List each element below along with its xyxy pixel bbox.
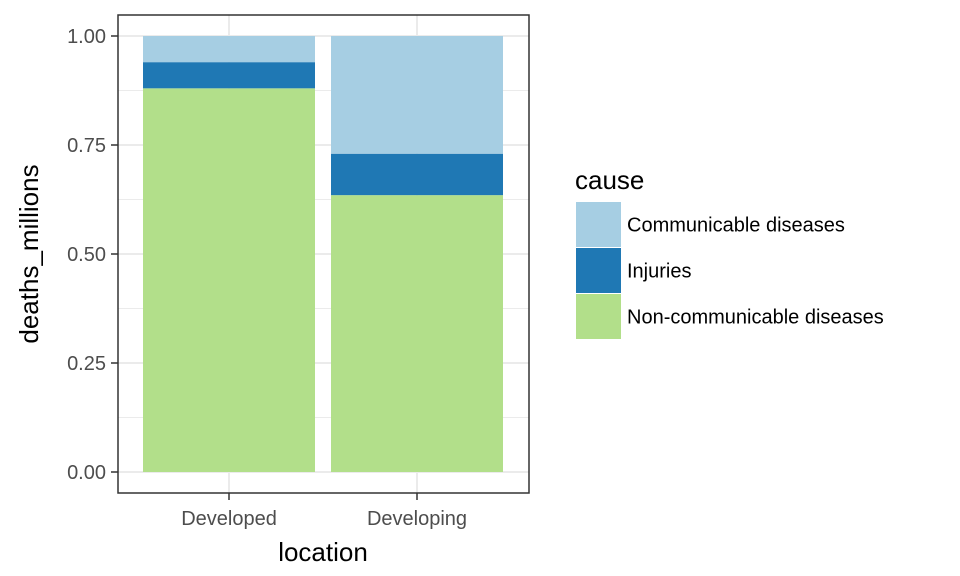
y-tick-label: 1.00 [67, 26, 106, 48]
legend-title: cause [575, 165, 644, 195]
x-tick-label: Developing [367, 508, 467, 530]
legend-label: Injuries [627, 261, 691, 283]
legend-key [576, 202, 621, 247]
y-tick-label: 0.25 [67, 353, 106, 375]
x-axis: Developed Developing [181, 493, 467, 530]
y-tick-label: 0.50 [67, 244, 106, 266]
x-axis-title: location [278, 537, 368, 567]
bar-segment [143, 36, 315, 63]
y-axis: 0.00 0.25 0.50 0.75 1.00 [67, 26, 118, 484]
bar-segment [143, 88, 315, 472]
legend-key [576, 248, 621, 293]
bars [143, 36, 503, 472]
legend-label: Non-communicable diseases [627, 307, 884, 329]
bar-segment [331, 195, 503, 472]
bar-segment [331, 153, 503, 196]
x-tick-label: Developed [181, 508, 277, 530]
bar-segment [143, 62, 315, 89]
y-axis-title: deaths_millions [14, 164, 44, 343]
bar-segment [331, 36, 503, 154]
y-tick-label: 0.00 [67, 462, 106, 484]
legend-key [576, 294, 621, 339]
legend: cause Communicable diseases Injuries Non-c… [575, 165, 884, 339]
y-tick-label: 0.75 [67, 135, 106, 157]
legend-label: Communicable diseases [627, 215, 845, 237]
legend-items: Communicable diseases Injuries Non-communi… [576, 202, 884, 339]
